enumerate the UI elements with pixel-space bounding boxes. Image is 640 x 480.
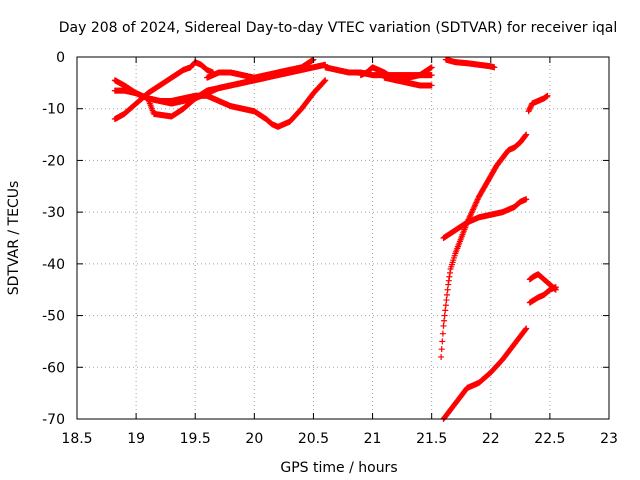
series-track-12	[440, 325, 530, 422]
y-tick-label: -10	[42, 102, 65, 118]
data-point	[322, 77, 329, 84]
x-tick-label: 20	[245, 431, 263, 447]
data-point	[321, 78, 328, 85]
x-tick-label: 21.5	[416, 431, 447, 447]
series-track-13	[525, 92, 551, 115]
y-tick-label: -20	[42, 153, 65, 169]
series-track-11	[440, 196, 530, 241]
data-point	[544, 92, 551, 99]
x-tick-label: 22.5	[534, 431, 565, 447]
x-tick-label: 22	[482, 431, 500, 447]
y-tick-label: -50	[42, 309, 65, 325]
series-track-6	[322, 64, 435, 79]
plot-frame	[76, 56, 610, 420]
x-tick-label: 20.5	[298, 431, 329, 447]
series-track-10	[438, 131, 530, 360]
data-point	[444, 286, 451, 293]
series-track-1	[111, 59, 216, 123]
data-point	[523, 196, 530, 203]
data-point	[442, 307, 449, 314]
y-tick-label: -40	[42, 257, 65, 273]
x-tick-label: 21	[364, 431, 382, 447]
x-tick-label: 19	[127, 431, 145, 447]
series-track-8	[381, 64, 435, 84]
axis-ticks: 18.5 19 19.5 20 20.5 21 21.5 22 22.5 23 0 -10 -20 -30…	[42, 50, 618, 447]
data-point	[442, 302, 449, 309]
grid	[77, 57, 609, 419]
data-point	[428, 64, 435, 71]
data-point	[441, 312, 448, 319]
x-axis-label: GPS time / hours	[280, 460, 397, 476]
series-track-9	[442, 56, 498, 71]
data-point	[444, 291, 451, 298]
x-tick-label: 19.5	[180, 431, 211, 447]
data-point	[440, 322, 447, 329]
data-point	[441, 317, 448, 324]
series-track-5	[204, 66, 293, 81]
data-point	[439, 338, 446, 345]
data-point	[523, 325, 530, 332]
data-point	[522, 132, 529, 139]
data-point	[286, 66, 293, 73]
data-point	[552, 284, 559, 291]
chart-title: Day 208 of 2024, Sidereal Day-to-day VTE…	[59, 20, 617, 36]
x-tick-label: 18.5	[61, 431, 92, 447]
y-tick-label: 0	[56, 50, 65, 66]
y-axis-label: SDTVAR / TECUs	[6, 181, 22, 296]
x-tick-label: 23	[600, 431, 618, 447]
data-point	[522, 326, 529, 333]
data-point	[443, 297, 450, 304]
data-point	[491, 64, 498, 71]
data-point	[523, 131, 530, 138]
data-point	[428, 72, 435, 79]
data-point	[438, 346, 445, 353]
data-point	[438, 353, 445, 360]
y-tick-label: -30	[42, 205, 65, 221]
series-track-15	[526, 284, 559, 306]
y-tick-label: -70	[42, 412, 65, 428]
data-point	[428, 82, 435, 89]
data-points	[111, 56, 559, 422]
y-tick-label: -60	[42, 360, 65, 376]
series-track-4	[144, 56, 317, 107]
data-point	[439, 330, 446, 337]
